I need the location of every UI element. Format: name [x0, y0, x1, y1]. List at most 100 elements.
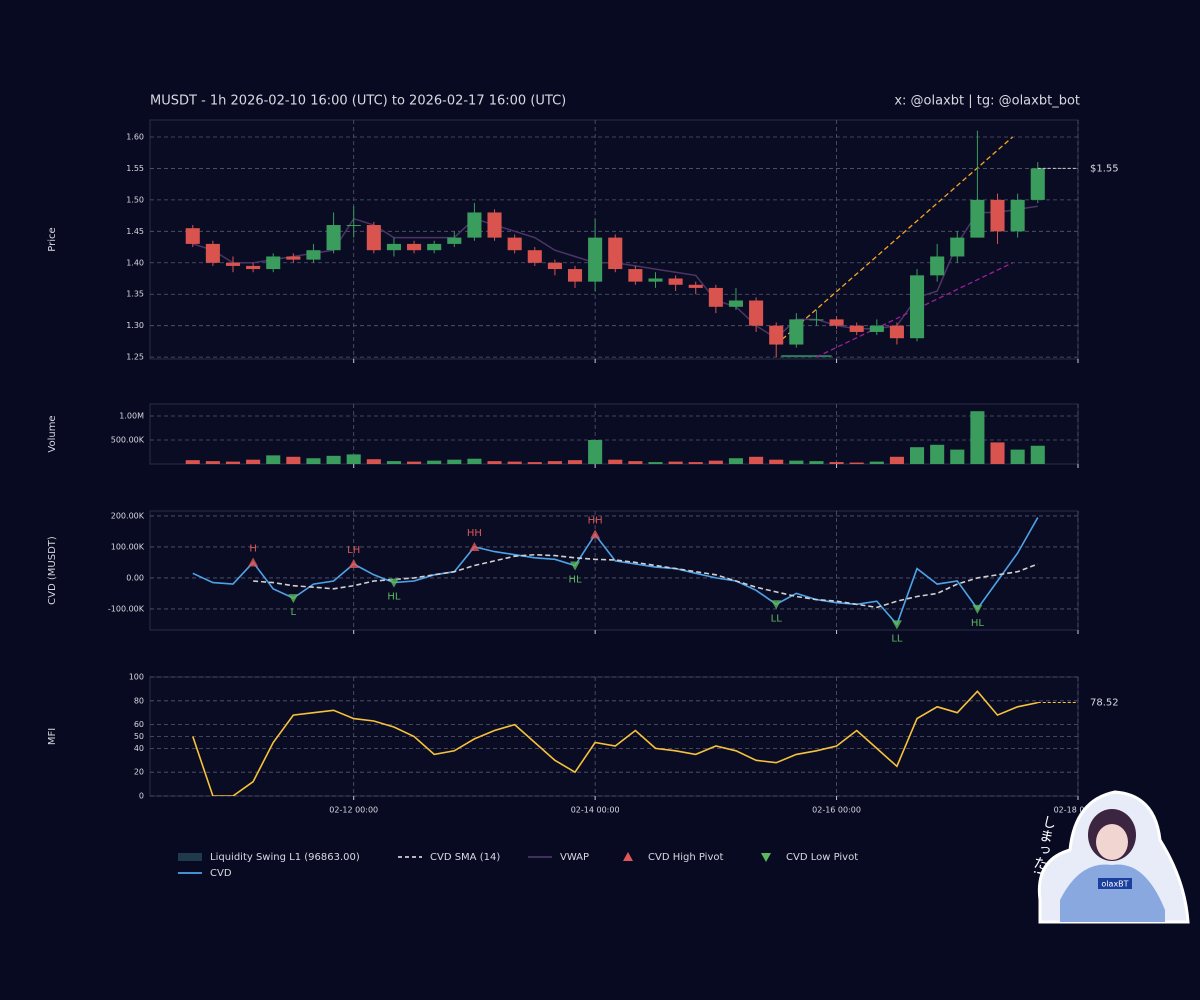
volume-bar [990, 442, 1005, 464]
candle-body [346, 225, 361, 227]
y-tick-label: 1.60 [126, 132, 144, 141]
volume-bar [366, 459, 381, 464]
series-line [192, 690, 1038, 796]
candle-body [306, 250, 321, 260]
candle-body [809, 319, 824, 321]
volume-bar [1010, 449, 1025, 464]
legend-label: CVD High Pivot [648, 852, 723, 863]
legend-swatch [761, 853, 771, 862]
volume-bar [407, 461, 422, 464]
candle-body [567, 269, 583, 282]
y-tick-label: 1.55 [126, 164, 144, 173]
last-value-label: 78.52 [1090, 698, 1119, 709]
y-tick-label: 60 [134, 720, 144, 729]
pivot-label: LL [771, 613, 783, 624]
volume-bar [1030, 445, 1045, 464]
volume-bar [648, 462, 663, 464]
x-tick-label: 02-14 00:00 [571, 806, 620, 815]
y-tick-label: -100.00K [108, 604, 145, 613]
volume-bar [789, 460, 804, 464]
candle-body [849, 325, 864, 332]
volume-bar [447, 459, 462, 464]
sticker-face [1096, 824, 1128, 860]
y-tick-label: 1.35 [126, 290, 144, 299]
y-tick-label: 80 [134, 696, 144, 705]
volume-bar [829, 462, 844, 464]
volume-bar [306, 458, 321, 464]
candle-body [205, 243, 220, 263]
y-tick-label: 1.45 [126, 227, 144, 236]
pivot-marker [348, 558, 359, 568]
candle-body [829, 319, 844, 326]
last-price-label: $1.55 [1090, 163, 1119, 174]
candle-body [970, 199, 985, 238]
y-tick-label: 0 [139, 792, 144, 801]
candle-body [769, 325, 784, 345]
volume-bar [769, 459, 784, 464]
y-axis-label: Volume [47, 415, 58, 452]
volume-bar [346, 454, 361, 464]
volume-bar [507, 461, 522, 464]
plot-marks [192, 690, 1038, 796]
x-tick-label: 02-12 00:00 [329, 806, 378, 815]
candle-body [668, 278, 683, 285]
y-axis-label: Price [47, 227, 58, 251]
pivot-label: HL [568, 575, 582, 586]
volume-bar [467, 458, 482, 464]
volume-bar [185, 460, 200, 464]
pivot-marker [570, 561, 581, 571]
candle-body [487, 212, 502, 238]
volume-bar [628, 461, 643, 464]
pivot-label: HH [467, 528, 482, 539]
volume-bar [930, 444, 945, 464]
legend-label: Liquidity Swing L1 (96863.00) [210, 852, 360, 863]
y-tick-label: 100 [129, 673, 144, 682]
credit: x: @olaxbt | tg: @olaxbt_bot [894, 94, 1080, 109]
candle-body [648, 278, 663, 282]
candle-body [869, 325, 884, 332]
pivot-marker [388, 578, 399, 588]
y-tick-label: 50 [134, 732, 144, 741]
candle-body [789, 319, 804, 345]
pivot-marker [288, 594, 299, 604]
volume-bar [588, 440, 603, 464]
pivot-marker [891, 620, 902, 630]
pivot-label: HH [588, 516, 603, 527]
y-tick-label: 1.00M [119, 412, 144, 421]
volume-bar [266, 455, 281, 464]
volume-bar [487, 461, 502, 464]
volume-bar [608, 459, 623, 464]
volume-bar [910, 447, 925, 464]
candle-body [427, 243, 442, 251]
y-tick-label: 500.00K [111, 436, 145, 445]
x-tick-label: 02-16 00:00 [812, 806, 861, 815]
candle-body [889, 325, 904, 339]
candle-body [407, 243, 422, 251]
candle-body [910, 275, 925, 339]
candle-body [467, 212, 482, 238]
candle-body [588, 237, 603, 282]
y-tick-label: 20 [134, 768, 144, 777]
volume-bar [809, 461, 824, 464]
y-tick-label: 1.50 [126, 195, 144, 204]
candle-body [447, 237, 462, 244]
x-tick-label: 02-18 00:00 [1054, 806, 1103, 815]
candle-body [930, 256, 945, 276]
plot-area [149, 510, 1079, 631]
candle-body [1030, 168, 1045, 200]
candle-body [225, 262, 241, 266]
plot-marks [185, 130, 1045, 358]
candle-body [547, 262, 562, 270]
volume-bar [225, 461, 241, 464]
y-axis-label: MFI [47, 728, 58, 745]
legend-swatch [178, 853, 202, 861]
volume-bar [688, 462, 703, 464]
volume-bar [869, 461, 884, 464]
candle-body [246, 265, 261, 270]
candle-body [507, 237, 522, 251]
candle-body [708, 287, 723, 307]
pivot-marker [590, 529, 601, 539]
pivot-marker [972, 604, 983, 614]
candle-body [628, 269, 643, 282]
